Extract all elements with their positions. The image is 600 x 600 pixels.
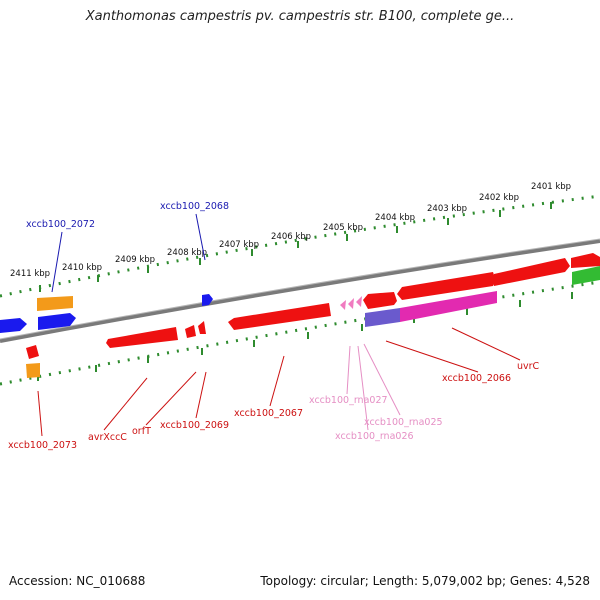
kbp-label: 2407 kbp xyxy=(219,240,259,250)
genome-backbone xyxy=(0,239,600,343)
gene-label[interactable]: xccb100_rna027 xyxy=(309,395,388,406)
gene-orange-reverse[interactable] xyxy=(26,363,40,378)
gene-red-forward-1[interactable] xyxy=(363,292,397,309)
gene-pink-rna-3[interactable] xyxy=(356,296,362,307)
gene-red-forward-4[interactable] xyxy=(571,253,600,268)
gene-label[interactable]: orfT xyxy=(132,426,151,437)
accession-text: Accession: NC_010688 xyxy=(9,574,146,588)
gene-red-2073[interactable] xyxy=(26,345,39,359)
kbp-label: 2401 kbp xyxy=(531,182,571,192)
kbp-label: 2411 kbp xyxy=(10,269,50,279)
gene-label[interactable]: xccb100_2066 xyxy=(442,373,511,384)
gene-red-forward-3[interactable] xyxy=(494,258,570,286)
inner-tick-track xyxy=(0,280,600,386)
leader-lines xyxy=(37,213,521,437)
kbp-label: 2408 kbp xyxy=(167,248,207,258)
gene-pink-rna-2[interactable] xyxy=(348,298,354,309)
kbp-label: 2410 kbp xyxy=(62,263,102,273)
gene-red-2069[interactable] xyxy=(198,321,206,334)
gene-label[interactable]: xccb100_2069 xyxy=(160,420,229,431)
gene-label[interactable]: xccb100_rna026 xyxy=(335,431,414,442)
gene-label[interactable]: uvrC xyxy=(517,361,540,372)
gene-label[interactable]: xccb100_2068 xyxy=(160,201,229,212)
gene-label[interactable]: xccb100_2073 xyxy=(8,440,77,451)
kbp-label: 2409 kbp xyxy=(115,255,155,265)
kbp-label: 2406 kbp xyxy=(271,232,311,242)
gene-red-orfT[interactable] xyxy=(185,325,196,338)
gene-red-2067[interactable] xyxy=(228,303,331,330)
gene-pink-rna-1[interactable] xyxy=(340,300,346,310)
gene-label[interactable]: xccb100_rna025 xyxy=(364,417,443,428)
gene-orange-forward[interactable] xyxy=(37,296,73,311)
gene-red-avrXccC[interactable] xyxy=(106,327,178,348)
outer-major-ticks xyxy=(39,202,552,292)
gene-blue-forward-left[interactable] xyxy=(0,318,27,333)
gene-magenta[interactable] xyxy=(400,291,497,322)
gene-blue-forward[interactable] xyxy=(38,313,76,330)
kbp-label: 2402 kbp xyxy=(479,193,519,203)
genome-meta-text: Topology: circular; Length: 5,079,002 bp… xyxy=(260,574,590,588)
map-title: Xanthomonas campestris pv. campestris st… xyxy=(85,9,515,24)
gene-label[interactable]: xccb100_2072 xyxy=(26,219,95,230)
gene-label[interactable]: avrXccC xyxy=(88,432,127,443)
kbp-label: 2404 kbp xyxy=(375,213,415,223)
genome-backbone-highlight xyxy=(0,238,600,340)
gene-label[interactable]: xccb100_2067 xyxy=(234,408,303,419)
kbp-label: 2405 kbp xyxy=(323,223,363,233)
gene-green-forward[interactable] xyxy=(572,266,600,285)
gene-purple[interactable] xyxy=(365,308,400,327)
inner-major-ticks xyxy=(37,292,573,381)
gene-blue-small[interactable] xyxy=(202,294,213,306)
kbp-label: 2403 kbp xyxy=(427,204,467,214)
gene-red-forward-2[interactable] xyxy=(397,272,496,300)
